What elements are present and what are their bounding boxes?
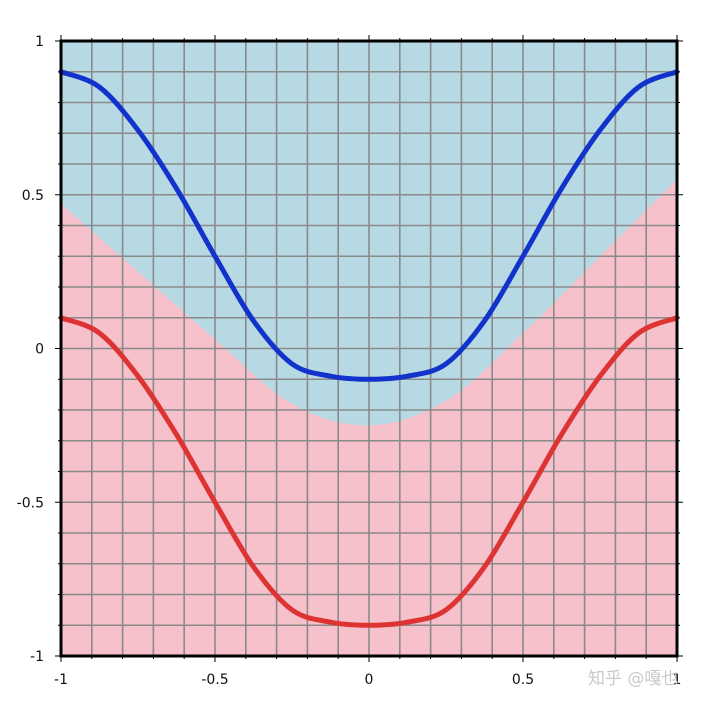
grid-lines bbox=[61, 41, 677, 656]
watermark: 知乎 @嘎也 bbox=[588, 669, 678, 689]
y-tick-label: -0.5 bbox=[17, 495, 44, 511]
tick-labels: -1 -0.5 0 0.5 1 1 0.5 0 -0.5 -1 bbox=[17, 34, 682, 688]
x-tick-label: 0 bbox=[365, 672, 374, 688]
series-line-1 bbox=[58, 69, 680, 382]
y-tick-label: 1 bbox=[35, 34, 44, 50]
x-tick-label: 1 bbox=[673, 672, 682, 688]
x-tick-label: -1 bbox=[54, 672, 68, 688]
y-tick-label: 0.5 bbox=[22, 188, 44, 204]
x-tick-label: 0.5 bbox=[512, 672, 534, 688]
series-lines bbox=[58, 69, 680, 628]
x-tick-label: -0.5 bbox=[201, 672, 228, 688]
series-line-2 bbox=[58, 315, 680, 628]
plot-frame bbox=[59, 39, 679, 658]
y-tick-label: 0 bbox=[35, 342, 44, 358]
y-tick-label: -1 bbox=[30, 649, 44, 665]
